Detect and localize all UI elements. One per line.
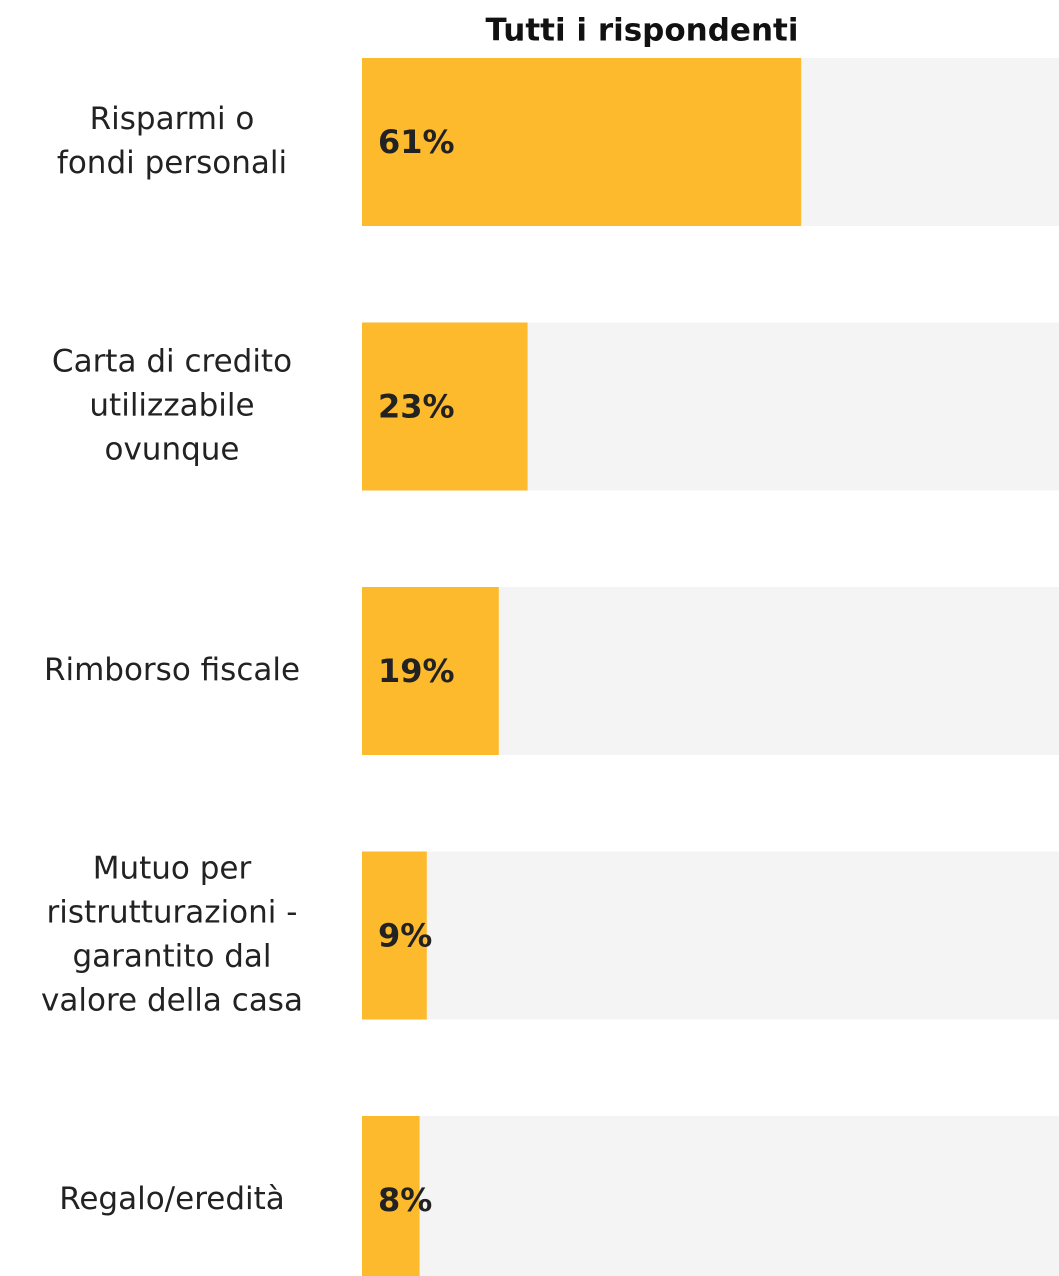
value-label: 23% — [378, 388, 455, 426]
value-label: 61% — [378, 123, 455, 161]
bar — [362, 587, 499, 755]
bar — [362, 322, 528, 491]
bar-track — [362, 851, 1059, 1020]
bar — [362, 58, 802, 226]
category-label: Carta di credito utilizzabile ovunque — [52, 343, 292, 467]
bar-track — [362, 1116, 1059, 1276]
chart-title: Tutti i rispondenti — [486, 13, 799, 49]
value-label: 8% — [378, 1181, 432, 1219]
value-label: 19% — [378, 652, 455, 690]
value-label: 9% — [378, 917, 432, 955]
category-label: Rimborso fiscale — [44, 652, 300, 688]
category-label: Risparmi o fondi personali — [57, 101, 287, 181]
bar — [362, 851, 427, 1020]
category-label: Regalo/eredità — [59, 1181, 285, 1217]
category-label: Mutuo per ristrutturazioni -garantito dal… — [41, 850, 303, 1018]
bar — [362, 1116, 420, 1276]
